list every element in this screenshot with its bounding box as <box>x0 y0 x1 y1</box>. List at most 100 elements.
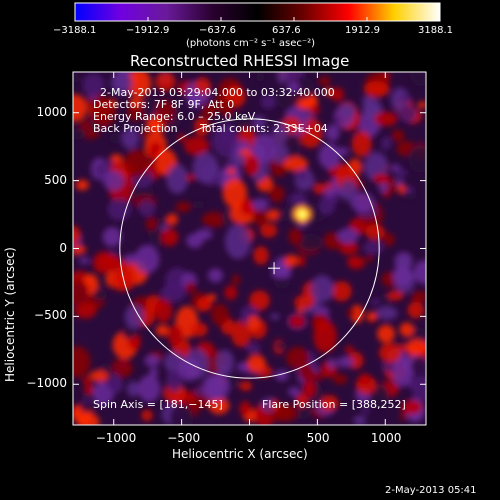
heatmap-blob <box>99 254 122 271</box>
heatmap-blob <box>220 99 234 117</box>
heatmap-image <box>73 72 426 425</box>
heatmap-blob <box>220 154 231 162</box>
heatmap-blob <box>336 356 355 368</box>
heatmap-blob <box>286 346 310 370</box>
x-tick-label: 500 <box>306 431 330 445</box>
spin-axis-label: Spin Axis = [181,−145] <box>93 398 223 411</box>
colorbar <box>74 2 441 22</box>
time-range-label: 2-May-2013 03:29:04.000 to 03:32:40.000 <box>100 86 335 99</box>
heatmap-blob <box>289 314 306 328</box>
heatmap-blob <box>92 381 114 406</box>
detectors-label: Detectors: 7F 8F 9F, Att 0 <box>93 98 235 111</box>
heatmap-blob <box>184 136 210 156</box>
heatmap-blob <box>239 380 252 392</box>
heatmap-blob <box>283 156 308 172</box>
heatmap-blob <box>332 116 343 123</box>
heatmap-blob <box>207 268 223 283</box>
heatmap-blob <box>192 200 205 210</box>
heatmap-blob <box>399 322 414 337</box>
colorbar-tick-label: 1912.9 <box>345 25 380 36</box>
colorbar-ticks <box>74 17 441 21</box>
heatmap-blob <box>155 72 176 92</box>
heatmap-blob <box>323 232 341 250</box>
colorbar-tick-label: −3188.1 <box>53 25 97 36</box>
heatmap-blob <box>246 354 266 373</box>
heatmap-blob <box>201 102 217 119</box>
solar-limb-circle <box>119 118 380 379</box>
heatmap-blob <box>253 246 269 265</box>
colorbar-tick-label: 3188.1 <box>418 25 453 36</box>
x-tick-label: 0 <box>245 431 254 445</box>
heatmap-blob <box>92 97 116 128</box>
heatmap-blob <box>154 99 175 125</box>
heatmap-blob <box>330 87 344 102</box>
heatmap-blob <box>166 213 179 226</box>
y-tick-label: 500 <box>44 172 67 187</box>
heatmap-blob <box>217 364 228 373</box>
heatmap-blob <box>294 295 315 309</box>
heatmap-blob <box>140 129 149 138</box>
heatmap-blob <box>251 198 269 211</box>
heatmap-blob <box>202 374 224 401</box>
heatmap-blob <box>201 211 227 228</box>
heatmap-blob <box>270 399 280 411</box>
heatmap-blob <box>126 72 152 98</box>
heatmap-blob <box>320 395 339 412</box>
heatmap-blob <box>226 167 236 175</box>
heatmap-blob <box>255 72 265 82</box>
x-tick-label: 1000 <box>370 431 402 445</box>
heatmap-blob <box>240 314 249 324</box>
heatmap-blob <box>169 403 194 425</box>
heatmap-blob <box>187 89 204 108</box>
x-tick-label: −1000 <box>95 431 137 445</box>
heatmap-blob <box>390 87 409 112</box>
heatmap-blob <box>318 76 331 86</box>
flare-position-label: Flare Position = [388,252] <box>262 398 406 411</box>
flare-source-core <box>297 209 308 220</box>
heatmap-blob <box>109 133 120 144</box>
heatmap-blob <box>236 362 249 372</box>
heatmap-blob <box>102 226 122 247</box>
heatmap-blob <box>327 358 337 369</box>
heatmap-blob <box>110 270 136 292</box>
heatmap-blob <box>211 303 229 326</box>
axis-ticks <box>73 72 426 425</box>
heatmap-blob <box>353 415 367 425</box>
heatmap-blob <box>408 145 426 173</box>
heatmap-blob <box>224 224 251 260</box>
heatmap-blob <box>175 201 192 213</box>
heatmap-blob <box>273 404 298 422</box>
heatmap-blob <box>268 185 285 203</box>
heatmap-blob <box>73 346 91 378</box>
heatmap-blob <box>222 178 247 208</box>
heatmap-blob <box>126 105 145 121</box>
heatmap-blob <box>393 168 408 178</box>
heatmap-blob <box>195 229 213 240</box>
heatmap-blob <box>365 254 374 262</box>
heatmap-blob <box>124 148 150 178</box>
heatmap-blob <box>126 381 141 397</box>
heatmap-blob <box>212 124 239 157</box>
colorbar-tick-label: −637.6 <box>199 25 237 36</box>
heatmap-blob <box>107 198 131 221</box>
heatmap-blob <box>185 281 197 294</box>
heatmap-blob <box>270 313 280 320</box>
heatmap-blob <box>296 393 308 408</box>
heatmap-blob <box>288 81 300 93</box>
heatmap-blob <box>273 275 291 290</box>
heatmap-blob <box>313 182 324 195</box>
heatmap-blob <box>259 223 278 238</box>
heatmap-blob <box>361 406 370 415</box>
heatmap-blob <box>189 322 208 337</box>
colorbar-tick-label: 637.6 <box>272 25 301 36</box>
heatmap-blob <box>398 105 417 123</box>
heatmap-blob <box>310 275 335 303</box>
heatmap-blob <box>138 199 156 217</box>
heatmap-blob <box>407 301 425 319</box>
heatmap-blob <box>166 164 189 194</box>
heatmap-blob <box>337 227 359 244</box>
heatmap-blob <box>398 344 409 351</box>
heatmap-blob <box>294 169 308 182</box>
heatmap-blob <box>299 365 315 382</box>
heatmap-blob <box>109 154 123 163</box>
